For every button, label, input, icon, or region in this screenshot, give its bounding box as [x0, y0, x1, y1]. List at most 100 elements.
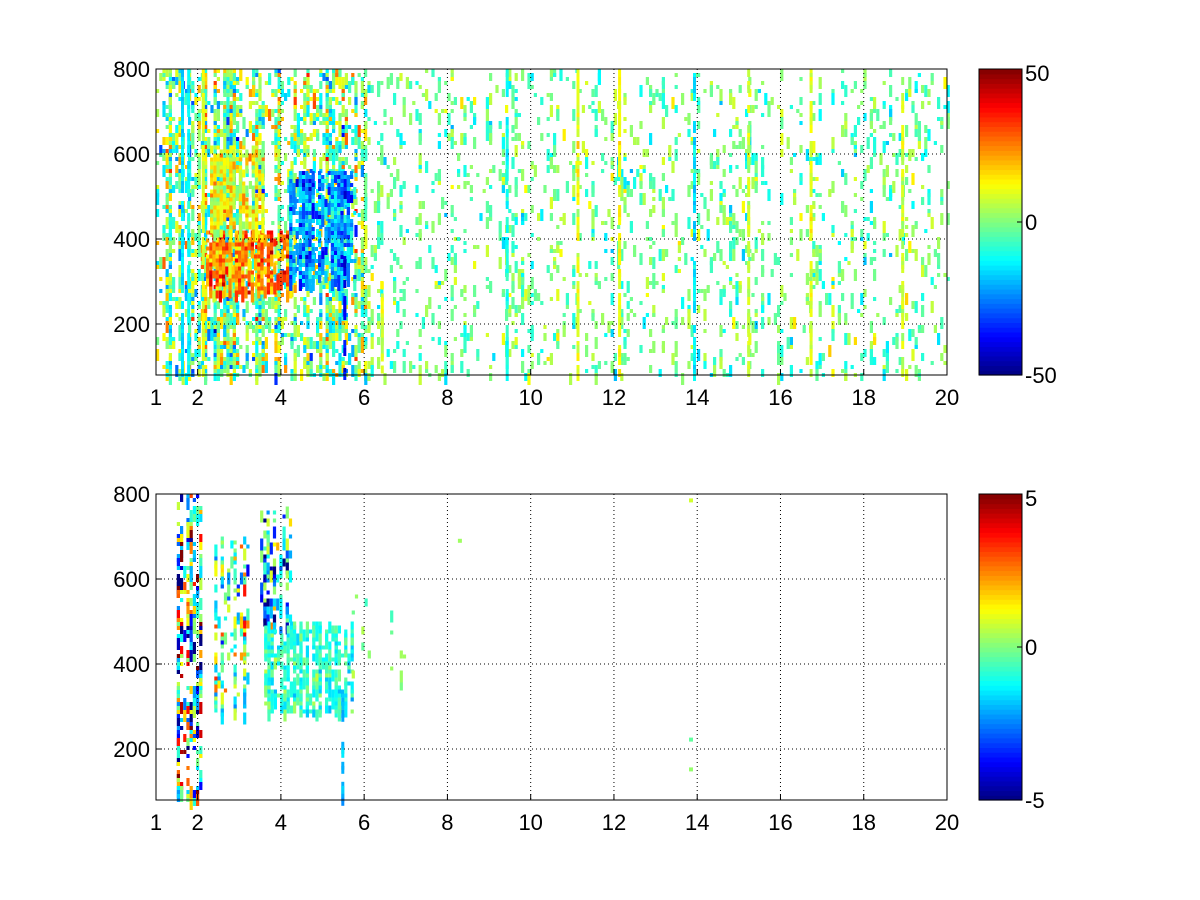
- streak-cell-10-4782: [809, 309, 813, 317]
- heatmap-cell-1125: [271, 125, 275, 129]
- heatmap-cell-346: [197, 269, 201, 281]
- heatmap-cell-1190: [277, 157, 281, 169]
- heatmap-cell-3596: [649, 89, 653, 97]
- heatmap-cell-3058: [437, 181, 441, 185]
- colorbar-swatch-54: [979, 112, 1022, 118]
- heatmap-cell-4006: [812, 249, 816, 257]
- heatmap-cell-1576: [325, 137, 329, 141]
- heatmap-cell-4238: [905, 233, 909, 237]
- heatmap-cell-1838: [344, 289, 348, 297]
- heatmap-cell-1967: [364, 181, 368, 193]
- heatmap-cell-4237: [905, 225, 909, 229]
- heatmap-cell-1250: [284, 93, 288, 101]
- heatmap-cell-4163: [873, 221, 877, 229]
- heatmap-cell-2275: [210, 205, 214, 210]
- heatmap-cell-3794: [729, 129, 733, 137]
- heatmap-cell-2996: [412, 365, 416, 369]
- heatmap-cell-2115: [241, 270, 245, 275]
- heatmap-cell-1442: [306, 337, 310, 341]
- heatmap-cell-3262: [514, 145, 518, 157]
- heatmap-cell-4320: [937, 117, 941, 121]
- heatmap-cell-2625: [311, 207, 315, 211]
- heatmap-cell-3293: [521, 285, 525, 297]
- streak-cell-5-4544: [505, 237, 509, 245]
- heatmap-cell-3416: [572, 269, 576, 277]
- heatmap-cell-2344: [226, 149, 230, 154]
- heatmap-cell-1400: [306, 69, 310, 73]
- heatmap-cell-2921: [380, 153, 384, 165]
- heatmap-cell-38: [165, 69, 169, 77]
- heatmap-cell-959: [255, 101, 259, 105]
- heatmap-cell-80: [168, 85, 172, 89]
- heatmap-cell-1540: [322, 73, 326, 81]
- heatmap-cell-3534: [620, 325, 624, 329]
- colorbar-swatch-4: [979, 351, 1022, 357]
- heatmap-cell-1173: [277, 77, 281, 85]
- heatmap-cell-3154: [469, 337, 473, 341]
- heatmap-cell-1297: [293, 69, 297, 77]
- streak-cell-7-4636: [618, 189, 622, 197]
- heatmap-cell-1369: [303, 101, 307, 113]
- heatmap-cell-2940: [389, 117, 393, 125]
- heatmap-cell-3278: [517, 277, 521, 289]
- heatmap-cell-3618: [652, 257, 656, 269]
- streak-cell-2-4475: [201, 225, 205, 233]
- heatmap-cell-3648: [661, 329, 665, 333]
- heatmap-cell-2177: [260, 254, 264, 259]
- heatmap-cell-3692: [687, 185, 691, 197]
- heatmap-cell-4091: [850, 221, 854, 225]
- heatmap-cell-3146: [466, 333, 470, 341]
- heatmap-cell-3713: [693, 169, 697, 173]
- heatmap-cell-4249: [908, 365, 912, 369]
- heatmap-cell-882: [239, 69, 243, 81]
- streak-cell-2-4482: [201, 289, 205, 297]
- heatmap-cell-3344: [543, 325, 547, 329]
- heatmap-cell-1472: [312, 157, 316, 161]
- heatmap-cell-783: [232, 77, 236, 81]
- heatmap-cell-1993: [209, 246, 213, 251]
- heatmap-cell-4140: [866, 217, 870, 221]
- heatmap-cell-3847: [741, 249, 745, 261]
- heatmap-cell-4268: [914, 249, 918, 261]
- heatmap-cell-4044: [831, 93, 835, 105]
- heatmap-cell-4288: [921, 293, 925, 301]
- heatmap-cell-1463: [309, 361, 313, 369]
- heatmap-cell-2319: [219, 165, 223, 170]
- heatmap-cell-3142: [463, 345, 467, 353]
- heatmap-cell-1883: [354, 105, 358, 117]
- heatmap-cell-127: [168, 321, 172, 325]
- heatmap-cell-3249: [511, 273, 515, 281]
- colorbar-swatch-44: [979, 159, 1022, 166]
- heatmap-cell-3428: [578, 185, 582, 189]
- heatmap-cell-4294: [924, 137, 928, 149]
- heatmap-cell-4116: [860, 145, 864, 153]
- heatmap-cell-2622: [311, 195, 315, 199]
- heatmap-cell-2269: [210, 173, 214, 178]
- heatmap-cell-1890: [354, 165, 358, 177]
- heatmap-cell-3744: [709, 85, 713, 97]
- heatmap-cell-3561: [626, 357, 630, 361]
- heatmap-cell-3152: [469, 197, 473, 201]
- heatmap-cell-2714: [330, 259, 334, 263]
- heatmap-cell-4147: [869, 157, 873, 169]
- heatmap-cell-700: [226, 285, 230, 289]
- heatmap-cell-4179: [882, 121, 886, 129]
- heatmap-cell-3446: [588, 301, 592, 305]
- heatmap-cell-1785: [341, 165, 345, 169]
- heatmap-cell-2443: [251, 229, 255, 242]
- heatmap-cell-2619: [311, 175, 315, 179]
- streak-cell-2-4457: [201, 121, 205, 129]
- heatmap-cell-3272: [514, 337, 518, 345]
- colorbar-swatch-30: [979, 226, 1022, 233]
- heatmap-cell-2743: [337, 183, 341, 187]
- heatmap-cell-1277: [290, 137, 294, 149]
- streak-cell-6-4596: [576, 233, 580, 241]
- heatmap-cell-316: [194, 233, 198, 241]
- heatmap-cell-1017: [258, 89, 262, 97]
- heatmap-cell-2131: [244, 290, 248, 299]
- heatmap-cell-1489: [316, 133, 320, 141]
- heatmap-cell-4267: [914, 225, 918, 229]
- heatmap-cell-3610: [649, 365, 653, 373]
- heatmap-cell-1170: [274, 373, 278, 385]
- heatmap-cell-2965: [396, 341, 400, 349]
